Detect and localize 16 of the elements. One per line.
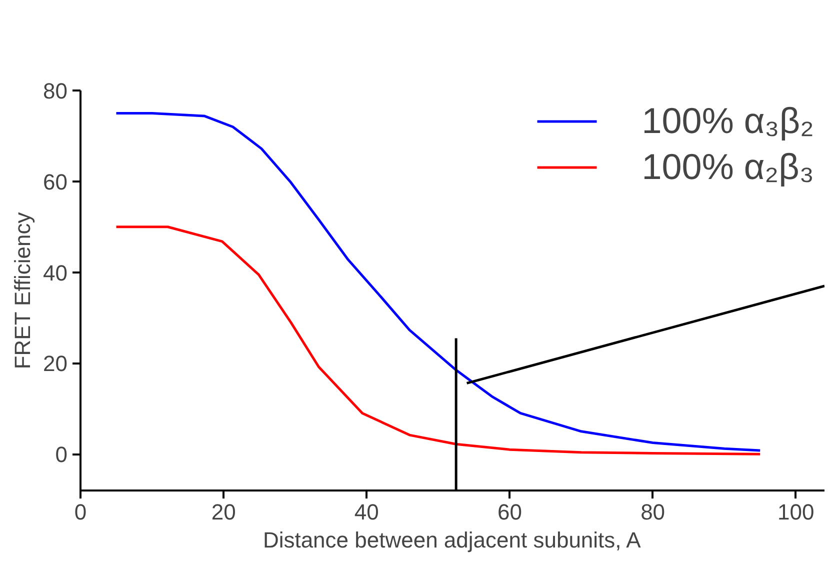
legend-label: 100% α₂β₃ [642,146,814,188]
x-tick-label: 20 [211,500,236,524]
y-tick-label: 0 [55,442,68,468]
x-tick-label: 0 [74,500,87,524]
y-tick-label: 20 [43,351,68,376]
x-tick-label: 100 [778,500,814,524]
line-series [115,226,762,456]
legend-label: 100% α₃β₂ [642,100,814,142]
x-tick-label: 80 [640,500,666,524]
x-axis-title: Distance between adjacent subunits, A [262,528,642,552]
y-tick-label: 80 [43,78,68,104]
y-tick-label: 60 [43,169,68,194]
x-tick-label: 40 [354,500,379,524]
y-tick-label: 40 [43,260,68,286]
y-axis-title: FRET Efficiency [10,212,36,370]
x-tick-label: 60 [497,500,522,524]
